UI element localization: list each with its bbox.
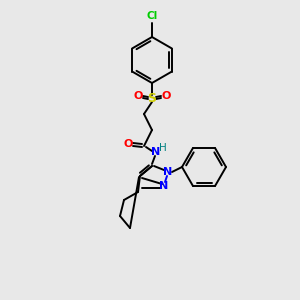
Text: S: S xyxy=(148,92,157,104)
Text: N: N xyxy=(164,167,172,177)
Text: Cl: Cl xyxy=(146,11,158,21)
Text: O: O xyxy=(123,139,133,149)
Text: O: O xyxy=(133,91,143,101)
Text: N: N xyxy=(159,181,169,191)
Text: H: H xyxy=(159,143,167,153)
Text: N: N xyxy=(152,147,160,157)
Text: O: O xyxy=(161,91,171,101)
